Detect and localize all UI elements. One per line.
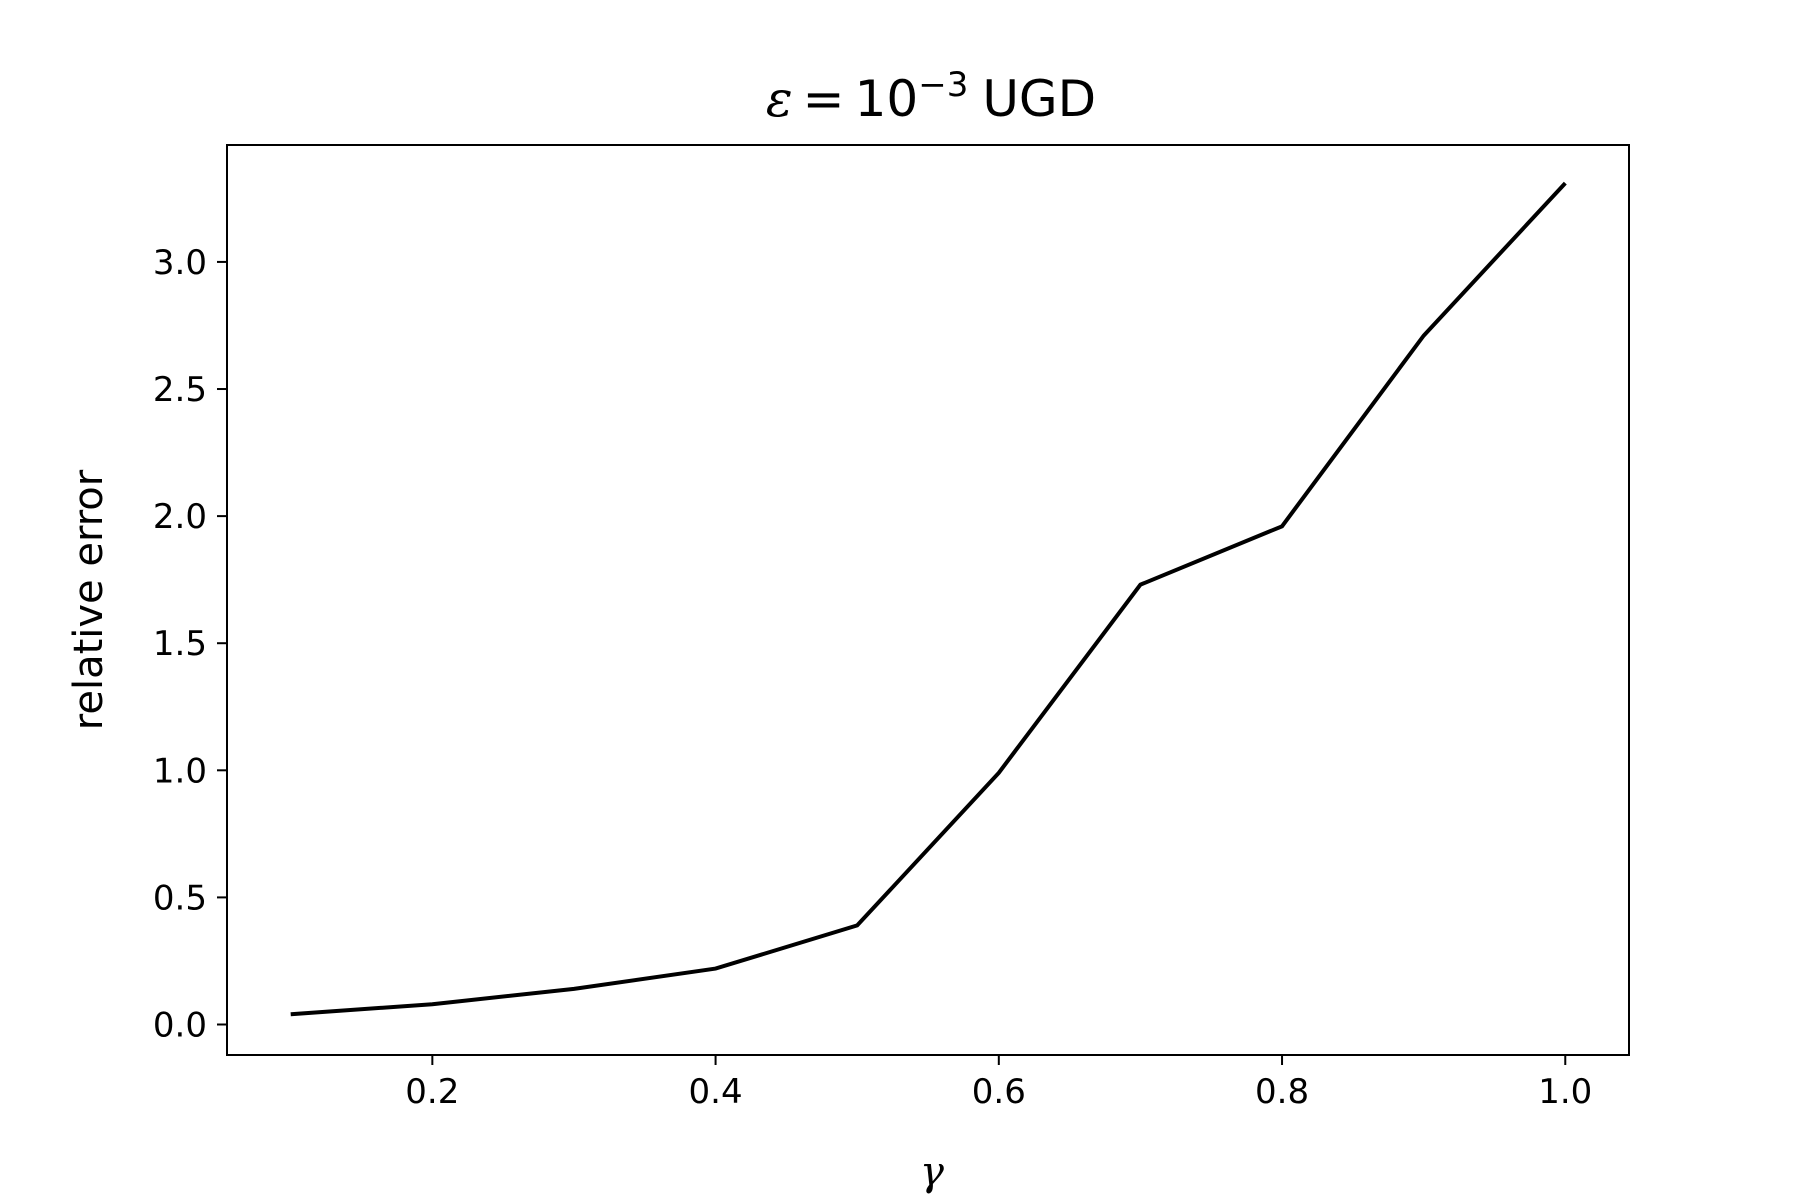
y-tick-label: 1.5 xyxy=(153,624,207,664)
x-axis-label: γ xyxy=(920,1149,944,1195)
y-tick-label: 0.5 xyxy=(153,878,207,918)
y-axis: 0.0 0.5 1.0 1.5 2.0 2.5 3.0 xyxy=(153,243,227,1045)
x-tick-label: 0.8 xyxy=(1255,1072,1309,1112)
y-tick-label: 2.0 xyxy=(153,497,207,537)
title-equals: = xyxy=(803,70,845,128)
x-tick-label: 0.6 xyxy=(972,1072,1026,1112)
x-tick-label: 1.0 xyxy=(1538,1072,1592,1112)
x-tick-label: 0.2 xyxy=(405,1072,459,1112)
y-tick-label: 2.5 xyxy=(153,370,207,410)
title-exponent: −3 xyxy=(918,65,968,105)
x-tick-label: 0.4 xyxy=(689,1072,743,1112)
y-tick-label: 3.0 xyxy=(153,243,207,283)
title-suffix: UGD xyxy=(982,70,1096,128)
chart-title: ε = 10−3 UGD xyxy=(766,65,1096,128)
plot-area xyxy=(226,144,1630,1056)
title-base: 10 xyxy=(855,70,919,128)
y-tick-label: 1.0 xyxy=(153,751,207,791)
y-tick-label: 0.0 xyxy=(153,1005,207,1045)
y-axis-label: relative error xyxy=(66,469,112,730)
x-axis: 0.2 0.4 0.6 0.8 1.0 xyxy=(405,1055,1592,1112)
series-line xyxy=(290,181,1567,1017)
title-symbol: ε xyxy=(766,70,793,128)
axes-frame xyxy=(226,144,1630,1056)
